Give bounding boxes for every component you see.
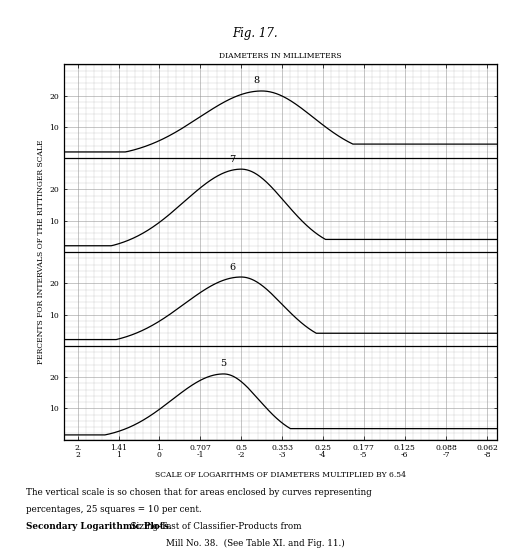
Text: Mill No. 38.  (See Table XI. and Fig. 11.): Mill No. 38. (See Table XI. and Fig. 11.… xyxy=(165,539,344,548)
Text: 1: 1 xyxy=(116,451,121,459)
Text: DIAMETERS IN MILLIMETERS: DIAMETERS IN MILLIMETERS xyxy=(219,52,341,60)
Text: 2: 2 xyxy=(75,451,80,459)
Text: -2: -2 xyxy=(237,451,244,459)
Text: -1: -1 xyxy=(196,451,204,459)
Text: -4: -4 xyxy=(319,451,326,459)
Y-axis label: PERCENTS FOR INTERVALS OF THE RITTINGER SCALE: PERCENTS FOR INTERVALS OF THE RITTINGER … xyxy=(37,140,45,364)
Text: 7: 7 xyxy=(229,155,235,164)
Text: Secondary Logarithmic Plots.: Secondary Logarithmic Plots. xyxy=(25,522,171,531)
Text: -5: -5 xyxy=(359,451,366,459)
Text: 6: 6 xyxy=(229,263,235,272)
Text: SCALE OF LOGARITHMS OF DIAMETERS MULTIPLIED BY 6.54: SCALE OF LOGARITHMS OF DIAMETERS MULTIPL… xyxy=(155,471,405,479)
Text: 8: 8 xyxy=(252,76,259,85)
Text: -7: -7 xyxy=(441,451,449,459)
Text: 5: 5 xyxy=(220,359,227,368)
Text: -6: -6 xyxy=(400,451,408,459)
Text: -8: -8 xyxy=(483,451,490,459)
Text: -3: -3 xyxy=(278,451,286,459)
Text: Sizing-Test of Classifier-Products from: Sizing-Test of Classifier-Products from xyxy=(125,522,301,531)
Text: 0: 0 xyxy=(157,451,161,459)
Text: Fig. 17.: Fig. 17. xyxy=(232,27,277,40)
Text: percentages, 25 squares = 10 per cent.: percentages, 25 squares = 10 per cent. xyxy=(25,505,201,514)
Text: The vertical scale is so chosen that for areas enclosed by curves representing: The vertical scale is so chosen that for… xyxy=(25,488,371,497)
